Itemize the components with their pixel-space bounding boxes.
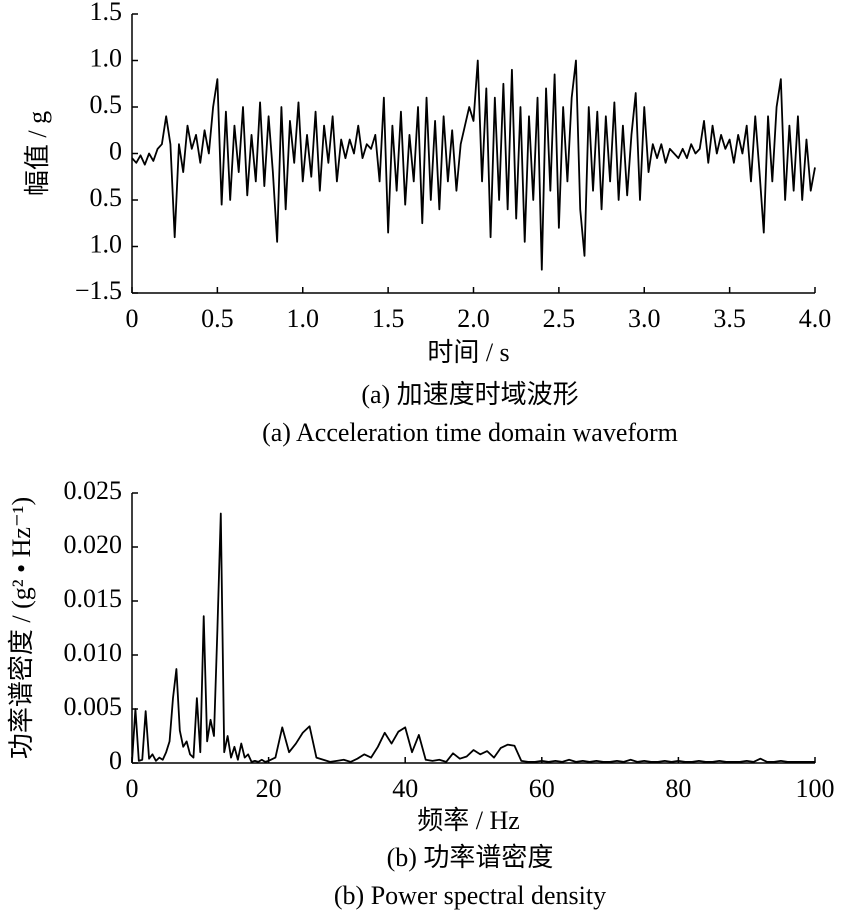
y-tick-label: 0.025 <box>64 476 123 505</box>
y-tick-label: 1.0 <box>90 229 123 258</box>
y-tick-label: 0.010 <box>64 638 123 667</box>
x-tick-label: 20 <box>256 774 282 803</box>
x-tick-label: 0.5 <box>201 304 234 333</box>
caption-en: (b) Power spectral density <box>334 881 606 910</box>
x-tick-label: 3.0 <box>628 304 661 333</box>
y-axis-label: 功率谱密度 / (g² • Hz⁻¹) <box>7 497 36 759</box>
y-tick-label: 1.5 <box>90 0 123 26</box>
x-tick-label: 2.5 <box>543 304 576 333</box>
x-tick-label: 0 <box>126 304 139 333</box>
x-tick-label: 100 <box>796 774 835 803</box>
y-tick-label: 0 <box>109 746 122 775</box>
x-tick-label: 1.0 <box>287 304 320 333</box>
y-tick-label: 1.0 <box>90 43 123 72</box>
x-tick-label: 0 <box>126 774 139 803</box>
caption-zh: (b) 功率谱密度 <box>387 843 554 872</box>
caption-zh: (a) 加速度时域波形 <box>361 380 578 409</box>
y-tick-label: 0.020 <box>64 530 123 559</box>
y-tick-label: 0.5 <box>90 90 123 119</box>
y-tick-label: −1.5 <box>75 276 122 305</box>
y-tick-label: 0 <box>109 136 122 165</box>
y-axis-label: 幅值 / g <box>23 111 52 196</box>
x-tick-label: 2.0 <box>457 304 490 333</box>
x-tick-label: 4.0 <box>799 304 832 333</box>
x-tick-label: 3.5 <box>713 304 746 333</box>
x-tick-label: 40 <box>392 774 418 803</box>
y-tick-label: 0.005 <box>64 692 123 721</box>
data-line <box>131 512 815 763</box>
data-line <box>131 59 816 271</box>
x-axis-label: 时间 / s <box>427 338 509 367</box>
x-tick-label: 60 <box>529 774 555 803</box>
x-axis-label: 频率 / Hz <box>417 806 520 835</box>
y-tick-label: 0.5 <box>90 183 123 212</box>
x-tick-label: 1.5 <box>372 304 405 333</box>
x-tick-label: 80 <box>665 774 691 803</box>
y-tick-label: 0.015 <box>64 584 123 613</box>
caption-en: (a) Acceleration time domain waveform <box>262 418 678 447</box>
